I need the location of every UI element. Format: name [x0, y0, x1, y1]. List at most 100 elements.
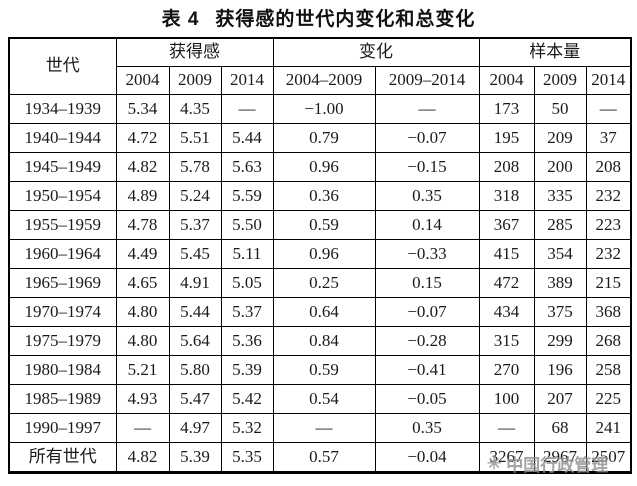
table-header: 世代 获得感 变化 样本量 2004 2009 2014 2004–2009 2…	[8, 37, 632, 95]
value-cell: −0.28	[374, 326, 480, 356]
value-cell: 0.35	[374, 181, 480, 211]
value-cell: 258	[585, 355, 632, 385]
value-cell: −1.00	[272, 94, 376, 124]
value-cell: 0.96	[272, 152, 376, 182]
table-title: 表 4 获得感的世代内变化和总变化	[0, 4, 637, 31]
generation-cell: 1965–1969	[8, 268, 117, 298]
value-cell: 5.24	[168, 181, 222, 211]
value-cell: −0.04	[374, 442, 480, 473]
value-cell: 4.89	[115, 181, 170, 211]
value-cell: 0.64	[272, 297, 376, 327]
col-header-gain-2004: 2004	[115, 66, 170, 95]
value-cell: 232	[585, 181, 632, 211]
value-cell: −0.07	[374, 123, 480, 153]
value-cell: 4.80	[115, 297, 170, 327]
value-cell: 4.65	[115, 268, 170, 298]
value-cell: 4.72	[115, 123, 170, 153]
value-cell: 37	[585, 123, 632, 153]
value-cell: 241	[585, 413, 632, 443]
col-header-generation: 世代	[8, 37, 117, 95]
value-cell: 5.63	[220, 152, 274, 182]
value-cell: 5.21	[115, 355, 170, 385]
col-header-n-2014: 2014	[585, 66, 632, 95]
value-cell: 0.96	[272, 239, 376, 269]
value-cell: 299	[533, 326, 587, 356]
value-cell: 208	[585, 152, 632, 182]
value-cell: 195	[478, 123, 535, 153]
value-cell: 3267	[478, 442, 535, 473]
value-cell: 0.25	[272, 268, 376, 298]
generation-cell: 1980–1984	[8, 355, 117, 385]
table-row: 1950–1954 4.89 5.24 5.59 0.36 0.35 318 335 232	[8, 181, 632, 211]
table-row: 1990–1997—4.97 5.32—0.35—68 241	[8, 413, 632, 443]
value-cell: 472	[478, 268, 535, 298]
generation-cell: 1934–1939	[8, 94, 117, 124]
value-cell: 5.37	[220, 297, 274, 327]
value-cell: 232	[585, 239, 632, 269]
generation-change-table: 世代 获得感 变化 样本量 2004 2009 2014 2004–2009 2…	[8, 37, 633, 474]
value-cell: 0.54	[272, 384, 376, 414]
value-cell: 207	[533, 384, 587, 414]
value-cell: 68	[533, 413, 587, 443]
col-header-n-2009: 2009	[533, 66, 587, 95]
value-cell: 0.14	[374, 210, 480, 240]
value-cell: —	[115, 413, 170, 443]
value-cell: 4.49	[115, 239, 170, 269]
generation-cell: 1955–1959	[8, 210, 117, 240]
col-group-sample-size: 样本量	[478, 37, 632, 67]
value-cell: 5.51	[168, 123, 222, 153]
value-cell: 196	[533, 355, 587, 385]
value-cell: 0.36	[272, 181, 376, 211]
value-cell: 0.57	[272, 442, 376, 473]
table-row: 1945–1949 4.82 5.78 5.63 0.96 −0.15 208 200 208	[8, 152, 632, 182]
value-cell: 5.59	[220, 181, 274, 211]
value-cell: 270	[478, 355, 535, 385]
value-cell: —	[478, 413, 535, 443]
value-cell: 0.59	[272, 355, 376, 385]
generation-cell: 1990–1997	[8, 413, 117, 443]
value-cell: −0.07	[374, 297, 480, 327]
value-cell: −0.33	[374, 239, 480, 269]
generation-cell: 1970–1974	[8, 297, 117, 327]
value-cell: 5.11	[220, 239, 274, 269]
col-header-gain-2014: 2014	[220, 66, 274, 95]
value-cell: 5.44	[220, 123, 274, 153]
value-cell: 100	[478, 384, 535, 414]
value-cell: 208	[478, 152, 535, 182]
table-row: 1965–1969 4.65 4.91 5.05 0.25 0.15 472 389 215	[8, 268, 632, 298]
col-group-sense-of-gain: 获得感	[115, 37, 274, 67]
table-row: 1985–1989 4.93 5.47 5.42 0.54 −0.05 100 207 225	[8, 384, 632, 414]
table-body: 1934–1939 5.34 4.35— −1.00—173 50—1940–1944 4…	[8, 94, 632, 473]
table-row: 1934–1939 5.34 4.35— −1.00—173 50—	[8, 94, 632, 124]
value-cell: 5.34	[115, 94, 170, 124]
table-number-label: 表 4	[161, 9, 200, 30]
header-row-years: 2004 2009 2014 2004–2009 2009–2014 2004 …	[9, 66, 632, 95]
generation-cell: 1975–1979	[8, 326, 117, 356]
value-cell: 50	[533, 94, 587, 124]
value-cell: 0.84	[272, 326, 376, 356]
value-cell: 4.97	[168, 413, 222, 443]
value-cell: 5.47	[168, 384, 222, 414]
value-cell: 2967	[533, 442, 587, 473]
value-cell: 5.78	[168, 152, 222, 182]
value-cell: −0.05	[374, 384, 480, 414]
generation-cell: 1945–1949	[8, 152, 117, 182]
value-cell: —	[374, 94, 480, 124]
value-cell: 5.35	[220, 442, 274, 473]
generation-cell: 1960–1964	[8, 239, 117, 269]
value-cell: 0.35	[374, 413, 480, 443]
table-row: 所有世代 4.82 5.39 5.35 0.57 −0.04 3267 2967 2507	[8, 442, 632, 473]
value-cell: 5.39	[168, 442, 222, 473]
value-cell: 368	[585, 297, 632, 327]
generation-cell: 1950–1954	[8, 181, 117, 211]
generation-cell: 1985–1989	[8, 384, 117, 414]
col-header-change-2004-2009: 2004–2009	[272, 66, 376, 95]
generation-cell: 所有世代	[8, 442, 117, 473]
value-cell: 5.32	[220, 413, 274, 443]
value-cell: —	[272, 413, 376, 443]
value-cell: —	[585, 94, 632, 124]
col-header-change-2009-2014: 2009–2014	[374, 66, 480, 95]
value-cell: 4.80	[115, 326, 170, 356]
value-cell: 5.42	[220, 384, 274, 414]
